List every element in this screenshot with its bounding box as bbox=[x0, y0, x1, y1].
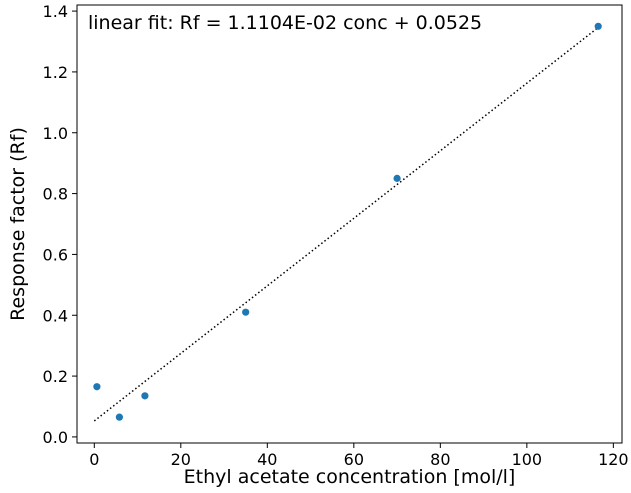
y-tick-label: 1.4 bbox=[43, 2, 68, 21]
data-point bbox=[141, 392, 149, 400]
data-point bbox=[93, 383, 101, 391]
y-tick-label: 1.2 bbox=[43, 63, 68, 82]
x-tick-label: 60 bbox=[344, 450, 364, 469]
x-tick-label: 40 bbox=[257, 450, 277, 469]
linear-fit-line bbox=[93, 26, 599, 422]
x-tick-label: 100 bbox=[512, 450, 543, 469]
y-axis-label: Response factor (Rf) bbox=[7, 127, 29, 321]
y-tick-label: 0.4 bbox=[43, 306, 68, 325]
data-point bbox=[242, 308, 250, 316]
scatter-points-layer bbox=[93, 22, 602, 421]
x-axis-label: Ethyl acetate concentration [mol/l] bbox=[184, 466, 516, 488]
x-tick-label: 80 bbox=[430, 450, 450, 469]
data-point bbox=[393, 174, 401, 182]
data-point bbox=[594, 22, 602, 30]
x-tick-label: 20 bbox=[171, 450, 191, 469]
y-tick-label: 0.2 bbox=[43, 367, 68, 386]
fit-line-layer bbox=[93, 26, 599, 422]
fit-annotation: linear fit: Rf = 1.1104E-02 conc + 0.052… bbox=[88, 12, 482, 34]
y-tick-label: 0.6 bbox=[43, 245, 68, 264]
plot-frame bbox=[76, 4, 623, 444]
y-tick-label: 0.8 bbox=[43, 185, 68, 204]
x-tick-label: 120 bbox=[598, 450, 629, 469]
data-point bbox=[115, 413, 123, 421]
y-tick-label: 1.0 bbox=[43, 124, 68, 143]
x-axis-ticks: 0 20 40 60 80 100 120 bbox=[89, 443, 629, 469]
x-tick-label: 0 bbox=[89, 450, 99, 469]
y-tick-label: 0.0 bbox=[43, 428, 68, 447]
y-axis-ticks: 0.0 0.2 0.4 0.6 0.8 1.0 1.2 1.4 bbox=[43, 2, 77, 447]
